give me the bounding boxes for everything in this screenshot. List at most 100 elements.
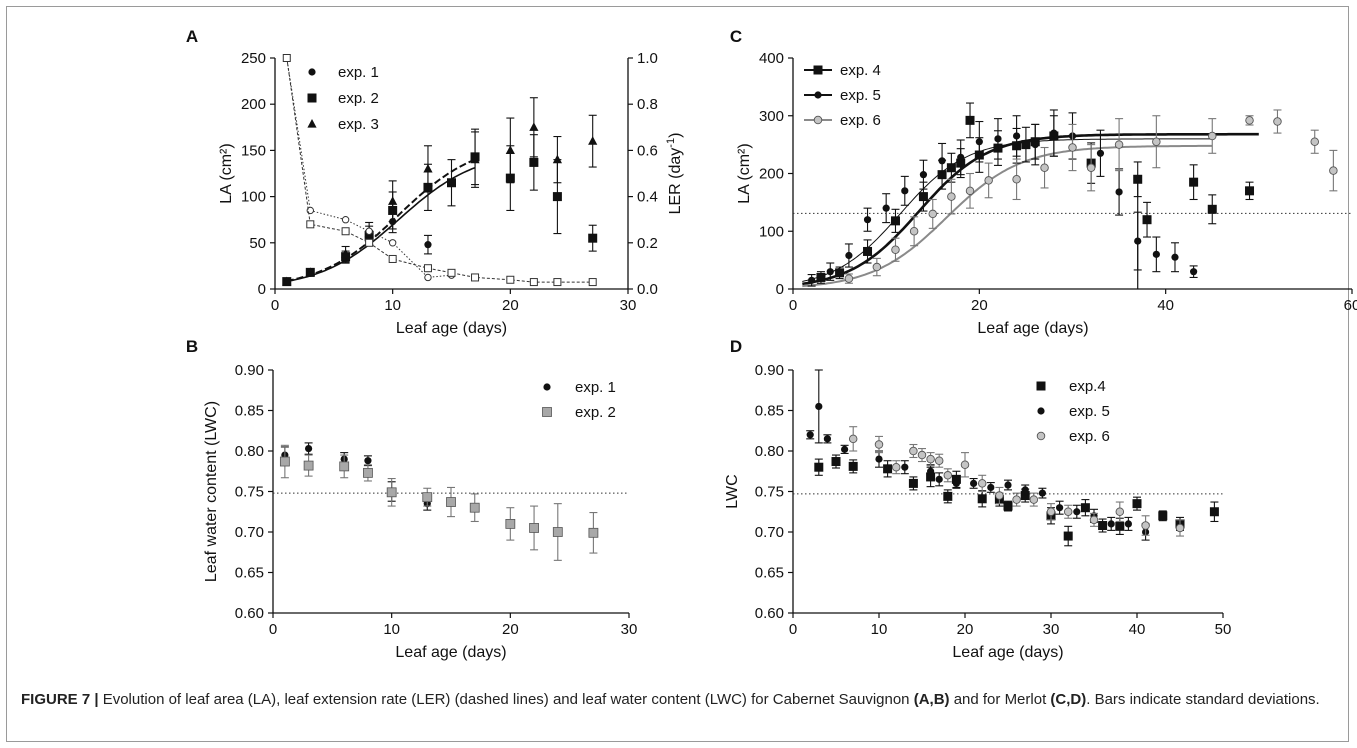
y-axis-label: LWC xyxy=(724,474,741,508)
legend-marker xyxy=(813,115,823,125)
y2-axis-label-end: ) xyxy=(667,133,684,138)
data-point xyxy=(365,238,374,247)
data-point xyxy=(1171,253,1179,261)
x-tick-label: 20 xyxy=(957,621,974,638)
data-point xyxy=(908,478,918,488)
data-point xyxy=(965,115,975,125)
y-tick-label: 0.65 xyxy=(235,565,264,582)
y-tick-label: 0.85 xyxy=(755,403,784,420)
data-point xyxy=(306,220,315,229)
data-point xyxy=(1063,507,1073,517)
figure-caption: FIGURE 7 | Evolution of leaf area (LA), … xyxy=(21,689,1341,711)
caption-bold-1: (A,B) xyxy=(913,691,950,708)
x-axis-label: Leaf age (days) xyxy=(952,644,1063,661)
data-point xyxy=(1115,188,1123,196)
data-point xyxy=(588,278,597,287)
x-tick-label: 0 xyxy=(269,621,277,638)
data-point xyxy=(553,278,562,287)
data-point xyxy=(1207,204,1217,214)
data-point xyxy=(1038,489,1046,497)
data-point xyxy=(872,262,882,272)
caption-bold-2: (C,D) xyxy=(1050,691,1087,708)
data-point xyxy=(935,475,943,483)
data-point xyxy=(506,275,515,284)
data-point xyxy=(1013,132,1021,140)
data-point xyxy=(863,246,873,256)
data-point xyxy=(1107,520,1115,528)
data-point xyxy=(815,402,823,411)
y2-tick-label: 0.0 xyxy=(637,281,658,298)
legend-marker xyxy=(543,383,551,391)
y2-tick-label: 0.6 xyxy=(637,142,658,159)
data-point xyxy=(1207,131,1217,141)
data-point xyxy=(447,178,456,188)
data-point xyxy=(303,460,314,471)
data-point xyxy=(552,192,562,202)
data-point xyxy=(919,171,928,179)
caption-label: FIGURE 7 | xyxy=(21,691,99,708)
y-tick-label: 0.90 xyxy=(755,362,784,379)
x-axis-label: Leaf age (days) xyxy=(977,320,1088,337)
y-tick-label: 300 xyxy=(759,108,784,125)
y-tick-label: 150 xyxy=(241,142,266,159)
data-point xyxy=(875,455,883,463)
data-point xyxy=(1040,163,1049,172)
data-point xyxy=(909,226,919,236)
data-point xyxy=(1209,507,1219,517)
legend-label: exp. 2 xyxy=(575,404,616,421)
data-point xyxy=(529,523,539,533)
data-point xyxy=(1245,116,1254,125)
data-point xyxy=(424,273,432,282)
data-point xyxy=(891,245,900,254)
data-point xyxy=(970,479,978,487)
data-point xyxy=(1115,507,1125,517)
y-tick-label: 400 xyxy=(759,50,784,67)
legend-marker xyxy=(308,68,316,76)
data-point xyxy=(529,122,539,131)
data-point xyxy=(938,157,946,165)
data-point xyxy=(918,192,928,202)
fit-curve xyxy=(286,158,476,282)
y-axis-label: LA (cm²) xyxy=(736,143,753,203)
data-point xyxy=(282,54,291,62)
data-point xyxy=(831,457,841,467)
data-point xyxy=(1142,215,1152,225)
legend-label: exp. 5 xyxy=(1069,403,1110,420)
y2-tick-label: 0.2 xyxy=(637,235,658,252)
legend-marker xyxy=(814,91,822,99)
y-tick-label: 0.90 xyxy=(235,362,264,379)
data-point xyxy=(1098,521,1108,531)
panel-b: B 0 10 20 30 0.60 0.65 0.70 0.75 0.80 0.85 0.90 Leaf… xyxy=(186,337,637,661)
legend-label: exp. 4 xyxy=(840,62,881,79)
data-point xyxy=(1012,495,1021,504)
data-point xyxy=(471,273,480,282)
data-point xyxy=(505,145,515,154)
data-point xyxy=(388,239,397,247)
data-point xyxy=(423,264,432,273)
fit-curve xyxy=(286,166,476,283)
data-point xyxy=(835,268,845,278)
data-point xyxy=(882,204,890,212)
y2-tick-label: 0.4 xyxy=(637,189,658,206)
data-point xyxy=(552,154,562,164)
data-point xyxy=(806,431,814,439)
legend-label: exp. 1 xyxy=(575,379,616,396)
data-point xyxy=(1046,507,1056,517)
y-tick-label: 0.70 xyxy=(235,524,264,541)
panel-c: C 0 20 40 60 0 100 200 300 400 Leaf age (days) LA (… xyxy=(730,27,1357,337)
data-point xyxy=(341,248,351,258)
data-point xyxy=(424,241,432,249)
legend-marker xyxy=(307,119,317,128)
data-point xyxy=(588,233,598,243)
panel-letter: C xyxy=(730,27,742,46)
data-point xyxy=(987,483,995,492)
data-point xyxy=(339,461,350,472)
data-point xyxy=(1086,163,1096,172)
data-point xyxy=(447,268,456,277)
y-tick-label: 0.70 xyxy=(755,524,784,541)
x-tick-label: 0 xyxy=(789,297,797,314)
legend-label: exp. 2 xyxy=(338,90,379,107)
data-point xyxy=(1133,174,1143,184)
data-point xyxy=(469,502,480,513)
x-tick-label: 40 xyxy=(1157,297,1174,314)
